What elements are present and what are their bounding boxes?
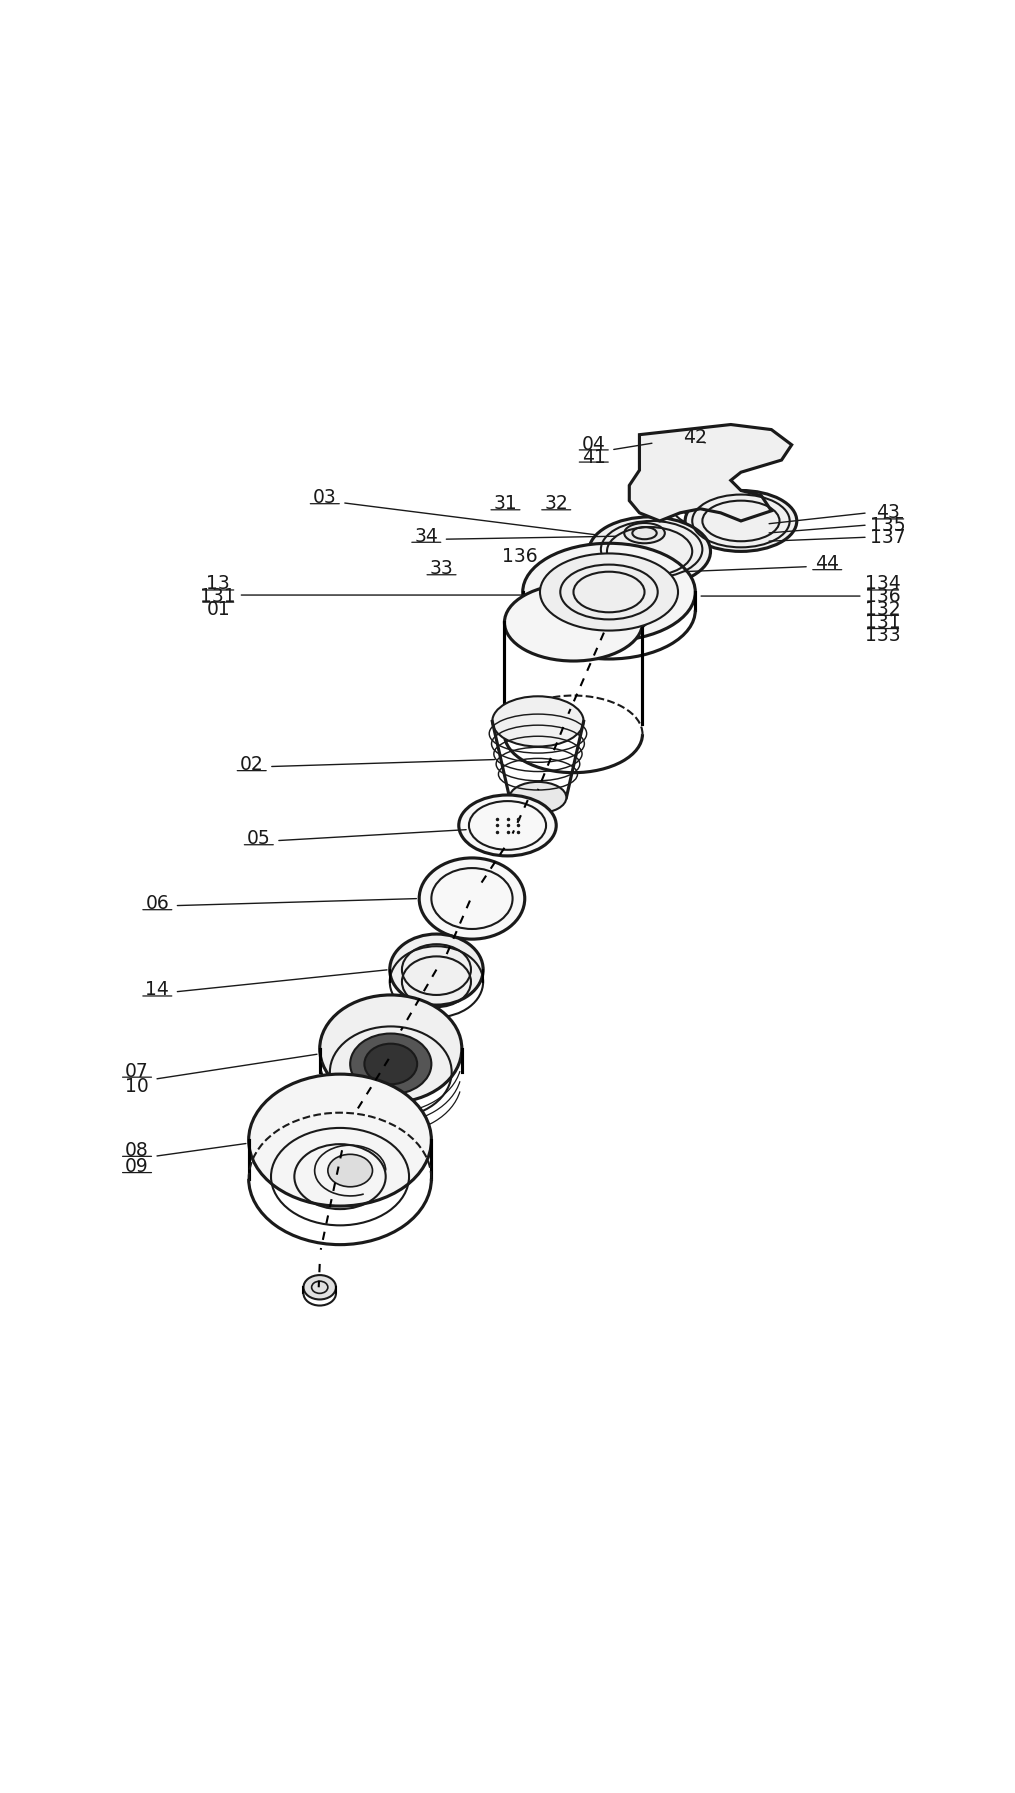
Text: 132: 132 [865, 599, 901, 619]
Text: 134: 134 [865, 574, 901, 593]
Text: 02: 02 [240, 755, 264, 775]
Ellipse shape [648, 576, 668, 588]
Ellipse shape [510, 782, 566, 814]
Text: 44: 44 [815, 554, 839, 574]
Text: 03: 03 [313, 488, 337, 507]
Polygon shape [629, 425, 792, 522]
Text: 31: 31 [493, 495, 518, 513]
Text: 136: 136 [501, 547, 538, 567]
Text: 04: 04 [582, 436, 606, 454]
Text: 135: 135 [870, 516, 906, 534]
Ellipse shape [390, 934, 483, 1006]
Ellipse shape [364, 1044, 417, 1085]
Ellipse shape [320, 995, 462, 1103]
Ellipse shape [504, 585, 642, 662]
Text: 131: 131 [200, 586, 236, 606]
Text: 137: 137 [870, 527, 906, 547]
Text: 33: 33 [429, 559, 454, 577]
Ellipse shape [419, 857, 525, 940]
Text: 08: 08 [125, 1140, 149, 1160]
Text: 05: 05 [247, 828, 271, 848]
Text: 07: 07 [125, 1061, 149, 1081]
Ellipse shape [249, 1074, 431, 1207]
Text: 32: 32 [544, 495, 568, 513]
Text: 131: 131 [865, 613, 901, 631]
Text: 13: 13 [206, 574, 230, 593]
Ellipse shape [624, 524, 665, 543]
Ellipse shape [523, 543, 695, 640]
Text: 41: 41 [582, 448, 606, 466]
Ellipse shape [540, 554, 678, 631]
Ellipse shape [350, 1033, 431, 1094]
Ellipse shape [685, 491, 797, 552]
Ellipse shape [303, 1275, 336, 1300]
Text: 43: 43 [876, 504, 900, 522]
Polygon shape [766, 518, 780, 538]
Ellipse shape [550, 576, 570, 588]
Ellipse shape [328, 1155, 373, 1187]
Text: 136: 136 [865, 586, 901, 606]
Ellipse shape [492, 696, 584, 746]
Text: 14: 14 [145, 981, 170, 999]
Text: 34: 34 [414, 527, 438, 545]
Polygon shape [698, 518, 710, 538]
Text: 01: 01 [206, 599, 230, 619]
Text: 10: 10 [125, 1078, 149, 1096]
Text: 06: 06 [145, 895, 170, 913]
Text: 42: 42 [683, 429, 707, 446]
Text: 133: 133 [865, 626, 901, 645]
Ellipse shape [459, 794, 556, 855]
Text: 09: 09 [125, 1156, 149, 1176]
Ellipse shape [589, 516, 710, 586]
